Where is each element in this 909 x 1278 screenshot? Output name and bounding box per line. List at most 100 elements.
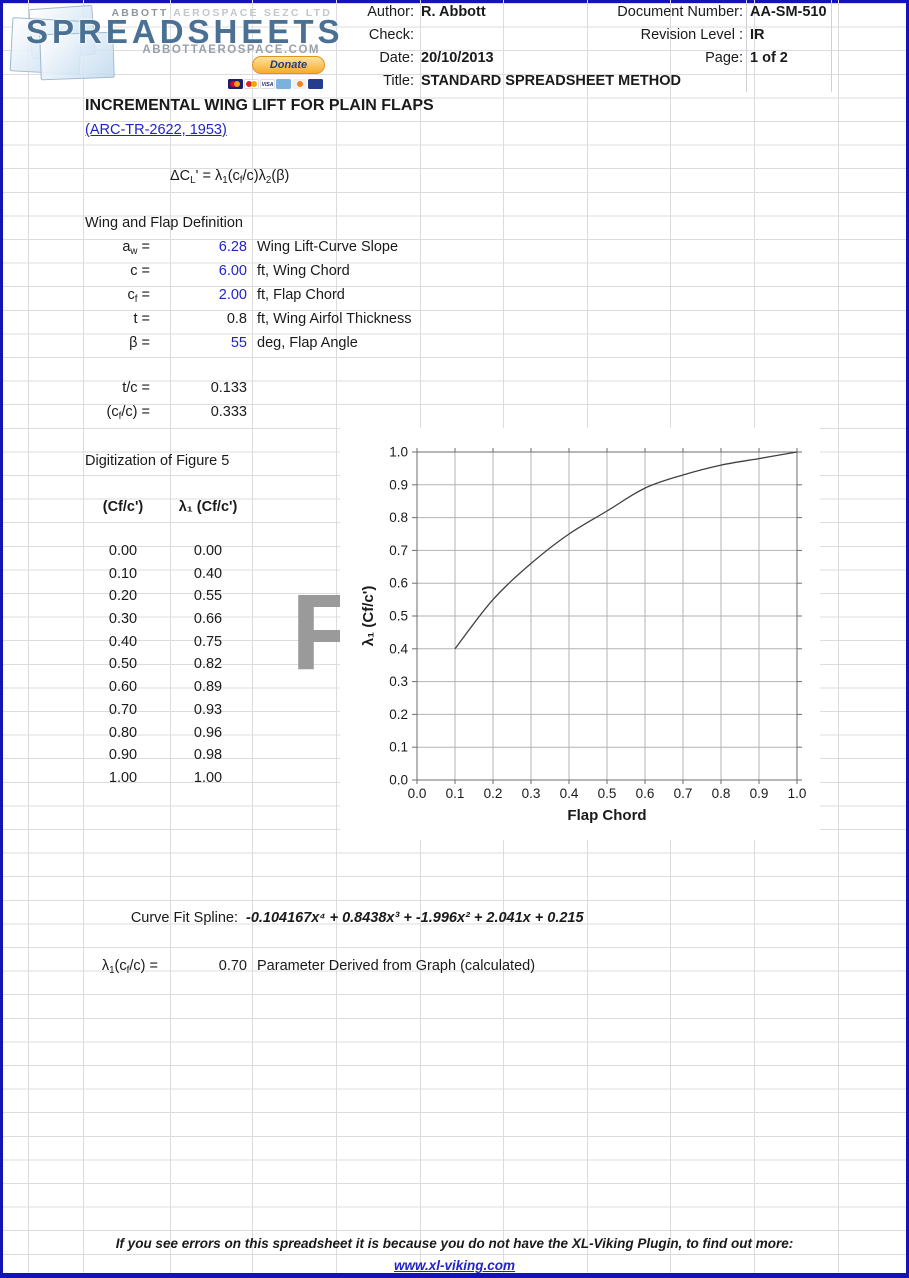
cell-cf-over-c: 0.20 xyxy=(108,588,138,604)
lambda-result-label: λ1(cf/c) = xyxy=(101,958,158,976)
amex-icon xyxy=(276,79,291,89)
spline-label: Curve Fit Spline: xyxy=(130,910,238,926)
spreadsheets-logo: ABBOTT AEROSPACE SEZC LTD SPREADSHEETS A… xyxy=(0,0,340,92)
aw-desc: Wing Lift-Curve Slope xyxy=(257,239,399,255)
maestro-icon xyxy=(244,79,259,89)
svg-text:0.5: 0.5 xyxy=(389,609,408,624)
svg-text:0.8: 0.8 xyxy=(712,786,731,801)
author-value: R. Abbott xyxy=(421,4,486,20)
beta-label: β = xyxy=(129,335,150,351)
svg-text:0.0: 0.0 xyxy=(389,773,408,788)
page-title: INCREMENTAL WING LIFT FOR PLAIN FLAPS xyxy=(85,97,434,114)
cell-cf-over-c: 0.80 xyxy=(108,725,138,741)
date-value: 20/10/2013 xyxy=(421,50,494,66)
donate-button[interactable]: Donate xyxy=(252,56,325,74)
cell-cf-over-c: 1.00 xyxy=(108,770,138,786)
x-axis-title: Flap Chord xyxy=(567,807,646,824)
cf-value[interactable]: 2.00 xyxy=(218,287,247,303)
author-label: Author: xyxy=(367,4,414,20)
check-label: Check: xyxy=(368,27,414,43)
visa-icon: VISA xyxy=(260,79,275,89)
lambda1-curve xyxy=(454,451,798,650)
doc-number-value: AA-SM-510 xyxy=(750,4,827,20)
cell-cf-over-c: 0.30 xyxy=(108,611,138,627)
definition-section-title: Wing and Flap Definition xyxy=(85,215,243,231)
mastercard-icon xyxy=(228,79,243,89)
cell-lambda1: 0.66 xyxy=(193,611,223,627)
c-value[interactable]: 6.00 xyxy=(218,263,247,279)
svg-text:0.7: 0.7 xyxy=(674,786,693,801)
cf-label: cf = xyxy=(127,287,151,305)
title-value: STANDARD SPREADSHEET METHOD xyxy=(421,73,681,89)
cell-lambda1: 0.96 xyxy=(193,725,223,741)
lambda-result-value: 0.70 xyxy=(218,958,247,974)
aw-value[interactable]: 6.28 xyxy=(218,239,247,255)
svg-text:0.8: 0.8 xyxy=(389,510,408,525)
cell-lambda1: 0.40 xyxy=(193,566,223,582)
reference-link[interactable]: (ARC-TR-2622, 1953) xyxy=(85,122,227,138)
t-over-c-label: t/c = xyxy=(122,380,150,396)
t-over-c-value: 0.133 xyxy=(210,380,247,396)
date-label: Date: xyxy=(379,50,414,66)
chart-canvas: 0.0 0.1 0.2 0.3 0.4 0.5 0.6 0.7 0.8 0.9 1.0 0.0 0.1 0… xyxy=(360,445,807,825)
cell-lambda1: 0.89 xyxy=(193,679,223,695)
revision-value: IR xyxy=(750,27,765,43)
digitization-col1-header: (Cf/c') xyxy=(102,499,144,515)
bottom-border-bar xyxy=(0,1273,909,1278)
xl-viking-link[interactable]: www.xl-viking.com xyxy=(393,1258,516,1273)
plugin-notice: If you see errors on this spreadsheet it… xyxy=(115,1236,794,1251)
svg-text:0.4: 0.4 xyxy=(560,786,579,801)
beta-desc: deg, Flap Angle xyxy=(257,335,358,351)
svg-text:0.6: 0.6 xyxy=(636,786,655,801)
cell-cf-over-c: 0.40 xyxy=(108,634,138,650)
lift-formula: ΔCL' = λ1(cf/c)λ2(β) xyxy=(170,168,290,186)
revision-label: Revision Level : xyxy=(640,27,743,43)
svg-text:0.3: 0.3 xyxy=(389,674,408,689)
cell-cf-over-c: 0.60 xyxy=(108,679,138,695)
svg-text:0.7: 0.7 xyxy=(389,543,408,558)
doc-number-label: Document Number: xyxy=(617,4,743,20)
page-label: Page: xyxy=(705,50,743,66)
cell-lambda1: 0.93 xyxy=(193,702,223,718)
t-value: 0.8 xyxy=(226,311,247,327)
cell-lambda1: 0.55 xyxy=(193,588,223,604)
svg-text:0.3: 0.3 xyxy=(522,786,541,801)
cell-cf-over-c: 0.10 xyxy=(108,566,138,582)
svg-text:0.9: 0.9 xyxy=(750,786,769,801)
digitization-col2-header: λ₁ (Cf/c') xyxy=(178,499,238,515)
cf-over-c-label: (cf/c) = xyxy=(106,404,150,422)
brand-name: SPREADSHEETS xyxy=(26,13,344,50)
cell-lambda1: 0.75 xyxy=(193,634,223,650)
cf-desc: ft, Flap Chord xyxy=(257,287,345,303)
bank-transfer-icon xyxy=(308,79,323,89)
svg-text:0.2: 0.2 xyxy=(389,707,408,722)
svg-text:0.1: 0.1 xyxy=(389,740,408,755)
beta-value[interactable]: 55 xyxy=(230,335,247,351)
cf-over-c-value: 0.333 xyxy=(210,404,247,420)
cell-cf-over-c: 0.90 xyxy=(108,747,138,763)
t-desc: ft, Wing Airfol Thickness xyxy=(257,311,412,327)
cell-lambda1: 0.00 xyxy=(193,543,223,559)
digitization-section-title: Digitization of Figure 5 xyxy=(85,453,230,469)
lambda1-chart: 0.0 0.1 0.2 0.3 0.4 0.5 0.6 0.7 0.8 0.9 1.0 0.0 0.1 0… xyxy=(340,428,820,840)
t-label: t = xyxy=(133,311,150,327)
brand-top-line: ABBOTT AEROSPACE SEZC LTD xyxy=(111,7,332,19)
lambda-result-desc: Parameter Derived from Graph (calculated… xyxy=(257,958,536,974)
svg-text:1.0: 1.0 xyxy=(389,445,408,460)
brand-domain: ABBOTTAEROSPACE.COM xyxy=(142,44,320,56)
svg-text:0.2: 0.2 xyxy=(484,786,503,801)
payment-card-icons: VISA xyxy=(228,79,323,89)
svg-text:0.9: 0.9 xyxy=(389,477,408,492)
svg-text:0.4: 0.4 xyxy=(389,641,408,656)
svg-text:1.0: 1.0 xyxy=(788,786,807,801)
discover-icon xyxy=(292,79,307,89)
cell-cf-over-c: 0.70 xyxy=(108,702,138,718)
c-desc: ft, Wing Chord xyxy=(257,263,350,279)
cell-cf-over-c: 0.50 xyxy=(108,656,138,672)
page-value: 1 of 2 xyxy=(750,50,788,66)
y-axis-title: λ₁ (Cf/c') xyxy=(360,586,377,647)
cell-lambda1: 1.00 xyxy=(193,770,223,786)
svg-text:0.5: 0.5 xyxy=(598,786,617,801)
c-label: c = xyxy=(130,263,150,279)
